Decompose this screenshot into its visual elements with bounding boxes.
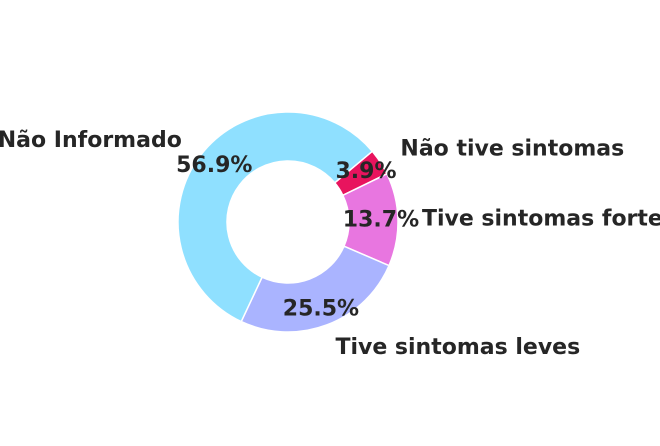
pct-label-tive-sintomas-fortes: 13.7% (343, 207, 419, 232)
category-label-nao-tive-sintomas: Não tive sintomas (400, 137, 624, 162)
pct-label-nao-tive-sintomas: 3.9% (336, 159, 397, 184)
pct-label-nao-informado: 56.9% (176, 153, 252, 178)
category-label-tive-sintomas-leves: Tive sintomas leves (335, 335, 580, 360)
category-label-nao-informado: Não Informado (0, 128, 182, 153)
category-label-tive-sintomas-fortes: Tive sintomas fortes (422, 206, 660, 231)
pct-label-tive-sintomas-leves: 25.5% (283, 296, 359, 321)
